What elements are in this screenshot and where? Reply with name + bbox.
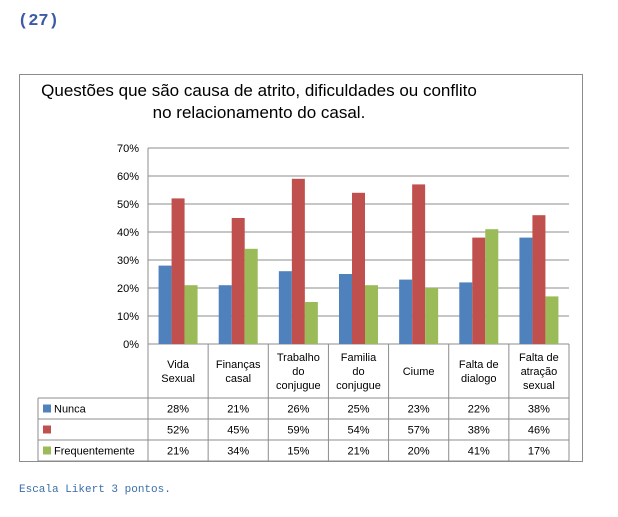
data-value-label: 21%: [167, 446, 189, 458]
data-value-label: 28%: [167, 404, 189, 416]
x-category-label: dialogo: [461, 373, 496, 385]
bar: [218, 285, 232, 344]
bar: [291, 178, 305, 344]
data-value-label: 41%: [468, 446, 490, 458]
y-tick-label: 30%: [117, 255, 139, 267]
x-category-label: Finanças: [216, 359, 261, 371]
data-value-label: 17%: [528, 446, 550, 458]
x-category-label: Vida: [167, 359, 190, 371]
y-tick-label: 10%: [117, 311, 139, 323]
x-category-label: Falta de: [459, 359, 499, 371]
y-tick-label: 40%: [117, 227, 139, 239]
x-category-label: Familia: [341, 352, 377, 364]
data-value-label: 21%: [347, 446, 369, 458]
data-value-label: 52%: [167, 425, 189, 437]
legend-key: [43, 404, 51, 413]
chart-title: Questões que são causa de atrito, dificu…: [19, 80, 499, 124]
figure-number: (27): [18, 12, 59, 31]
data-value-label: 21%: [227, 404, 249, 416]
y-tick-label: 0%: [123, 339, 139, 351]
bar: [304, 302, 318, 344]
data-value-label: 46%: [528, 425, 550, 437]
y-tick-label: 60%: [117, 171, 139, 183]
data-value-label: 45%: [227, 425, 249, 437]
legend-key: [43, 446, 51, 455]
y-tick-label: 50%: [117, 199, 139, 211]
bar: [545, 296, 559, 344]
bar: [158, 265, 172, 344]
bar: [352, 192, 365, 344]
x-category-label: Sexual: [161, 373, 195, 385]
legend-label: Frequentemente: [54, 446, 135, 458]
bar: [532, 215, 546, 344]
x-category-label: Ciume: [403, 366, 435, 378]
x-category-label: sexual: [523, 380, 555, 392]
x-category-label: do: [292, 366, 304, 378]
bar: [519, 237, 533, 344]
bar: [278, 271, 292, 344]
footer-note: Escala Likert 3 pontos.: [19, 484, 171, 496]
bar: [485, 229, 499, 344]
bar: [339, 274, 352, 344]
x-category-label: conjugue: [336, 380, 381, 392]
data-value-label: 26%: [287, 404, 309, 416]
x-category-label: casal: [225, 373, 251, 385]
data-value-label: 38%: [468, 425, 490, 437]
data-value-label: 20%: [408, 446, 430, 458]
bar: [412, 184, 426, 344]
x-category-label: atração: [521, 366, 558, 378]
data-value-label: 59%: [287, 425, 309, 437]
legend-key: [43, 425, 51, 434]
data-value-label: 57%: [408, 425, 430, 437]
data-value-label: 22%: [468, 404, 490, 416]
x-category-label: Trabalho: [277, 352, 320, 364]
x-category-label: conjugue: [276, 380, 321, 392]
bar: [365, 285, 378, 344]
data-value-label: 25%: [347, 404, 369, 416]
data-value-label: 38%: [528, 404, 550, 416]
x-category-label: do: [352, 366, 364, 378]
bar: [459, 282, 473, 344]
bar: [184, 285, 198, 344]
bar: [171, 198, 185, 344]
bar: [425, 288, 439, 344]
chart-title-line-2: no relacionamento do casal.: [152, 103, 366, 122]
bar: [399, 279, 413, 344]
x-category-label: Falta de: [519, 352, 559, 364]
y-tick-label: 70%: [117, 143, 139, 155]
data-value-label: 34%: [227, 446, 249, 458]
bar: [231, 218, 245, 344]
data-value-label: 54%: [347, 425, 369, 437]
legend-label: Nunca: [54, 404, 87, 416]
bar: [472, 237, 486, 344]
chart-title-line-1: Questões que são causa de atrito, dificu…: [41, 81, 477, 100]
data-value-label: 15%: [287, 446, 309, 458]
y-tick-label: 20%: [117, 283, 139, 295]
data-value-label: 23%: [408, 404, 430, 416]
bar: [244, 248, 258, 344]
